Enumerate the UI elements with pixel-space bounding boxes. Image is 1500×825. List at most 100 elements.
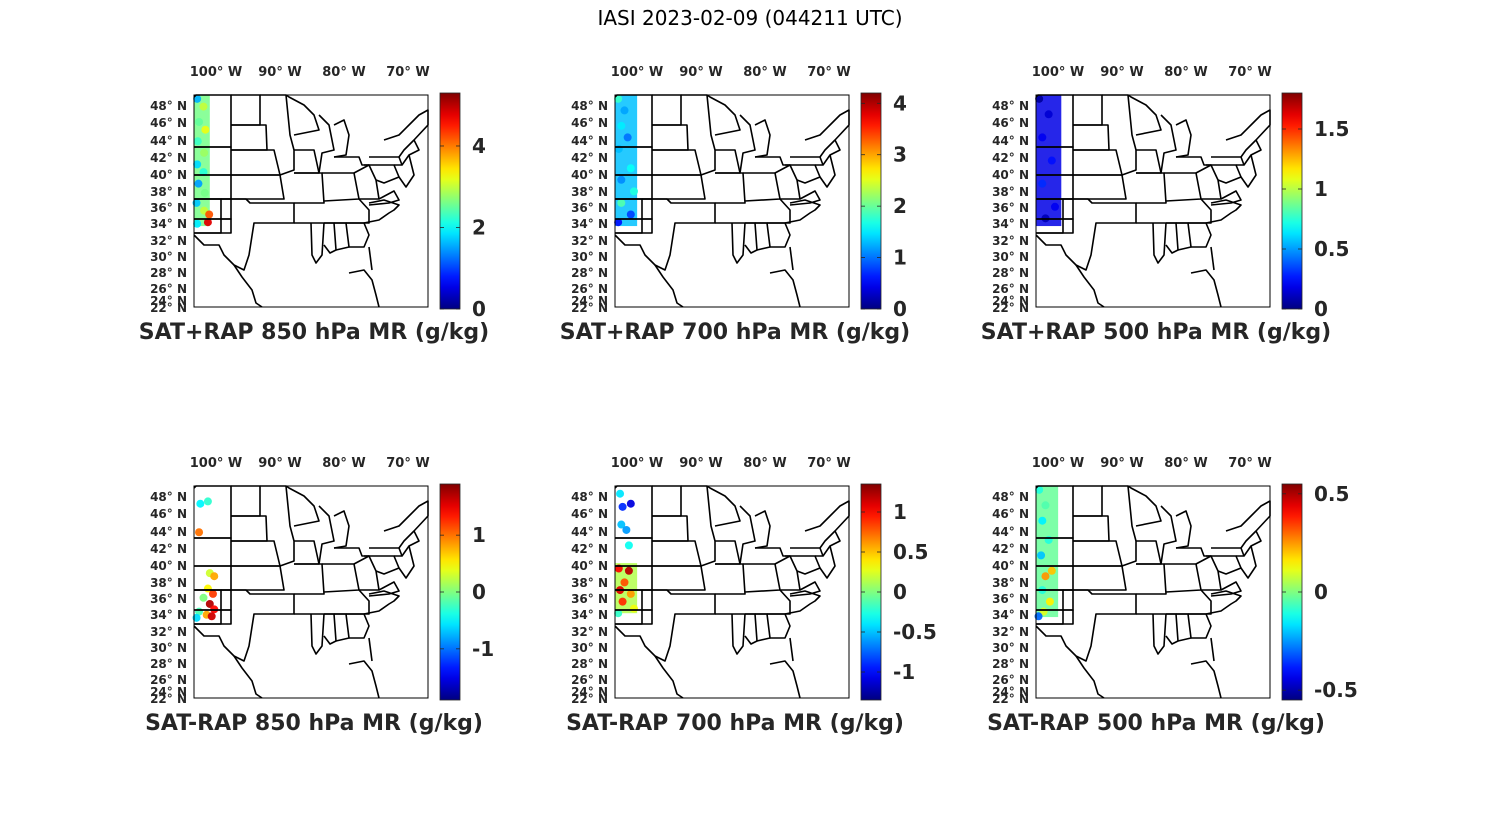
lon-tick-label: 100° W [1032,65,1085,80]
lon-tick-label: 80° W [1164,65,1207,80]
map-panel: 48° N 46° N 44° N 42° N 40° N 38° N 36° N 34° N… [566,456,937,736]
lat-tick-label: 46° N [150,507,187,521]
state-boundary [1035,589,1137,662]
data-point [622,525,631,534]
data-point [208,589,217,598]
data-point [1037,551,1046,560]
data-point [626,589,635,598]
lat-tick-label: 44° N [992,134,1029,148]
state-boundary [755,156,790,166]
lat-tick-label: 24° N [571,294,608,308]
lat-tick-label: 44° N [150,134,187,148]
lat-tick-label: 34° N [150,608,187,622]
state-boundary [1160,505,1177,565]
state-boundary [1175,510,1192,549]
data-point [617,121,626,130]
lon-tick-label: 90° W [258,65,301,80]
lat-tick-label: 22° N [150,692,187,706]
state-boundary [348,660,380,699]
lat-tick-label: 28° N [571,266,608,280]
state-boundary [739,505,756,565]
lat-tick-label: 24° N [992,685,1029,699]
data-point [210,572,219,581]
lat-tick-label: 36° N [150,592,187,606]
lat-tick-label: 30° N [150,641,187,655]
state-boundary [359,581,400,597]
lat-tick-label: 38° N [992,185,1029,199]
lat-tick-label: 26° N [571,673,608,687]
colorbar-tick-label: 2 [893,194,907,218]
state-boundary [193,589,295,662]
state-boundary [1201,190,1242,206]
lon-tick-label: 90° W [258,456,301,471]
state-boundary [1195,555,1222,591]
state-boundary [789,246,794,271]
lat-tick-label: 24° N [150,294,187,308]
lat-tick-label: 40° N [571,168,608,182]
state-boundary [652,565,706,591]
lat-tick-label: 40° N [992,168,1029,182]
state-boundary [1240,545,1257,579]
lat-tick-label: 40° N [571,559,608,573]
lon-tick-label: 70° W [1228,65,1271,80]
map-border [614,485,850,699]
state-boundary [755,547,790,557]
state-boundary [615,198,643,234]
colorbar [1281,92,1303,310]
state-boundary [322,563,360,593]
lat-tick-label: 48° N [571,99,608,113]
data-point [1034,612,1043,621]
lat-tick-label: 26° N [992,673,1029,687]
lat-tick-label: 46° N [992,116,1029,130]
lat-tick-label: 32° N [992,234,1029,248]
state-boundary [767,613,791,639]
data-point [200,188,209,197]
state-boundary [767,222,791,248]
data-point [205,599,214,608]
lat-tick-label: 38° N [571,576,608,590]
data-point [192,613,201,622]
lon-tick-label: 90° W [679,65,722,80]
map-border [193,94,429,308]
lat-tick-label: 48° N [992,490,1029,504]
colorbar-tick-label: 1.5 [1314,117,1349,141]
data-point [624,566,633,575]
data-swath [615,95,638,227]
state-boundaries [193,94,429,308]
data-point [620,106,629,115]
state-boundary [743,563,781,593]
colorbar-tick-label: -1 [893,660,915,684]
lat-tick-label: 46° N [150,116,187,130]
state-boundary [615,589,643,625]
lat-tick-label: 48° N [150,99,187,113]
colorbar-tick-label: -1 [472,637,494,661]
state-boundary [294,563,325,595]
state-boundary [1036,589,1064,625]
lat-tick-label: 24° N [992,294,1029,308]
panel-title: SAT+RAP 850 hPa MR (g/kg) [139,320,489,345]
state-boundary [654,655,684,699]
state-boundary [1176,222,1192,251]
lat-tick-label: 42° N [571,151,608,165]
data-point [618,597,627,606]
state-boundary [1035,198,1137,271]
lon-tick-label: 70° W [386,65,429,80]
state-boundary [1136,172,1167,204]
data-point [1038,133,1047,142]
state-boundary [310,613,325,655]
state-boundary [715,563,746,595]
map-border [193,485,429,699]
map-border [1035,485,1271,699]
colorbar [860,92,882,310]
state-boundaries [1035,485,1271,699]
state-boundary [359,190,400,206]
state-boundary [1190,269,1222,308]
state-boundary [780,190,821,206]
map-panel: 48° N 46° N 44° N 42° N 40° N 38° N 36° N 34° N… [987,456,1358,736]
state-boundary [322,172,360,202]
lat-tick-label: 44° N [571,134,608,148]
lat-tick-label: 34° N [571,217,608,231]
data-point [199,102,208,111]
lat-tick-label: 34° N [150,217,187,231]
lat-tick-label: 32° N [571,234,608,248]
